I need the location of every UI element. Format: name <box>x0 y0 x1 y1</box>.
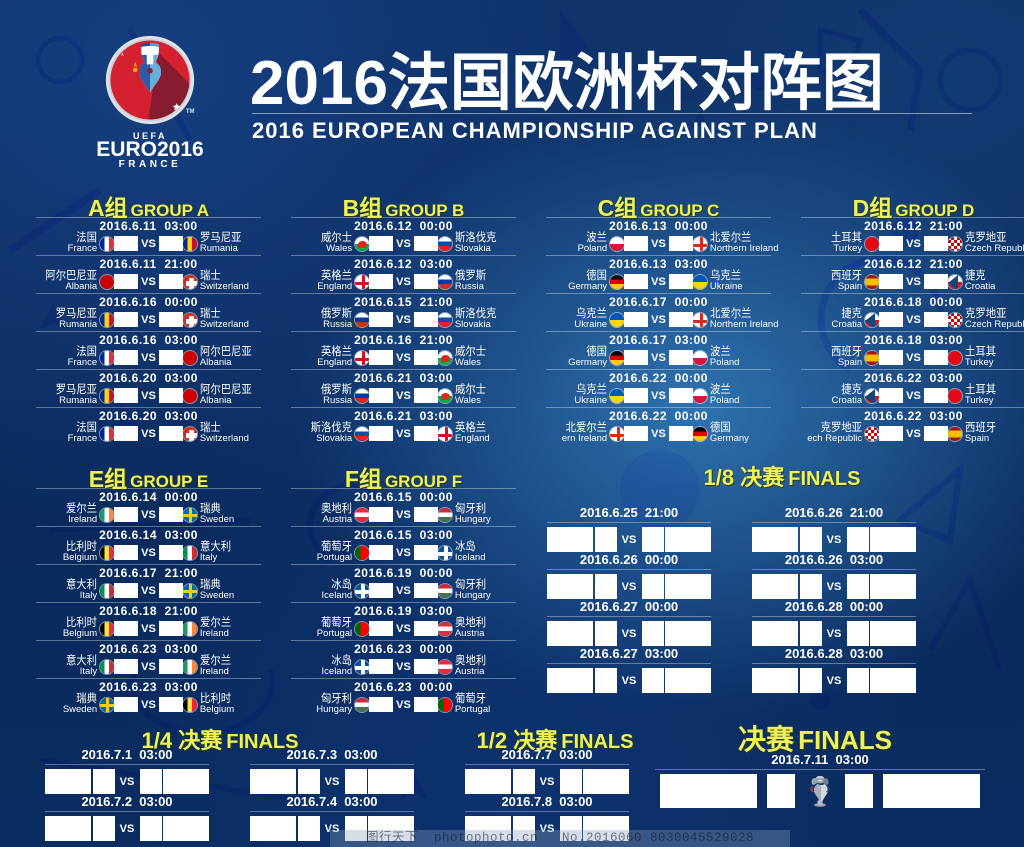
svg-text:TM: TM <box>186 109 195 115</box>
